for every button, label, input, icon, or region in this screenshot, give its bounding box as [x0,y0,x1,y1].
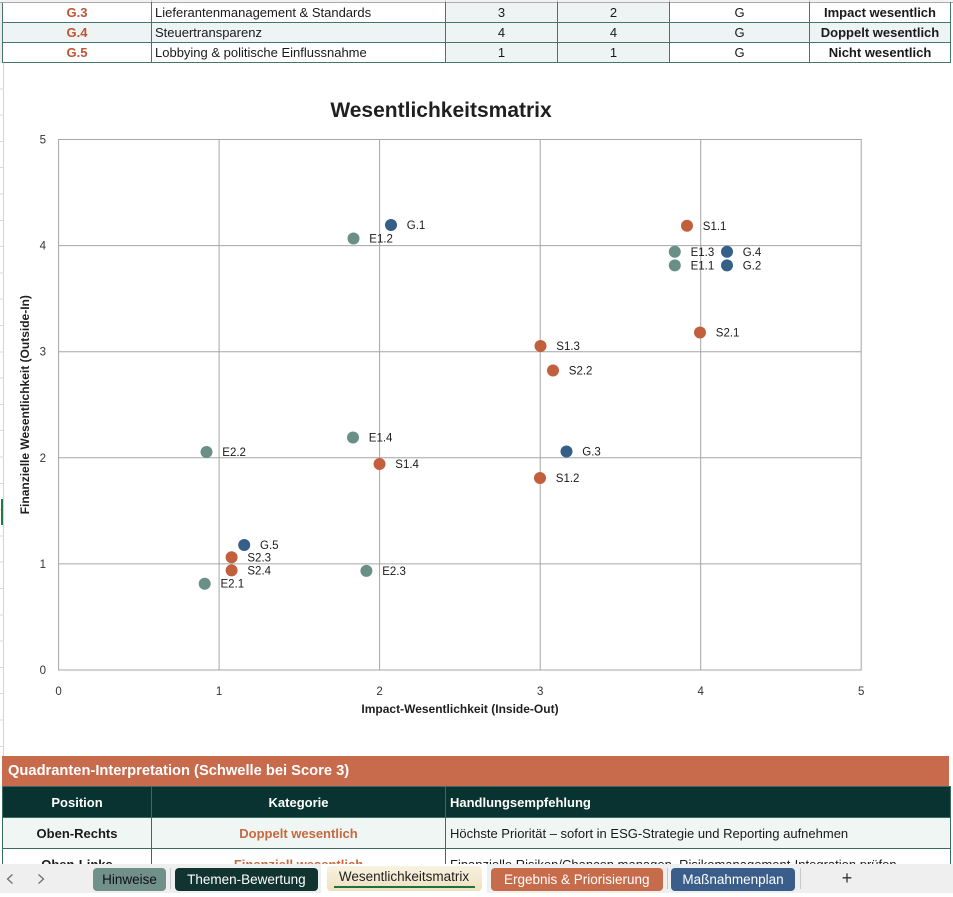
svg-text:Wesentlichkeitsmatrix: Wesentlichkeitsmatrix [330,99,552,122]
svg-text:G.4: G.4 [743,247,762,259]
svg-text:0: 0 [55,686,61,698]
svg-text:E1.3: E1.3 [691,247,715,259]
svg-text:3: 3 [40,347,46,359]
svg-text:E1.4: E1.4 [369,433,393,445]
svg-text:E2.1: E2.1 [221,579,245,591]
svg-text:E1.2: E1.2 [369,234,393,246]
svg-text:G.2: G.2 [743,260,762,272]
svg-text:1: 1 [40,559,46,571]
svg-text:E2.2: E2.2 [222,447,246,459]
svg-text:E2.3: E2.3 [382,566,406,578]
svg-text:1: 1 [216,686,222,698]
svg-text:5: 5 [40,135,46,147]
svg-text:E1.1: E1.1 [691,260,715,272]
svg-text:5: 5 [858,686,864,698]
svg-text:S1.3: S1.3 [556,341,580,353]
svg-text:4: 4 [697,686,704,698]
svg-text:S1.1: S1.1 [703,221,727,233]
svg-text:4: 4 [40,241,47,253]
svg-text:Impact-Wesentlichkeit (Inside-: Impact-Wesentlichkeit (Inside-Out) [361,702,558,716]
svg-text:2: 2 [376,686,382,698]
svg-text:S2.3: S2.3 [247,552,271,564]
svg-text:G.1: G.1 [407,220,426,232]
svg-text:2: 2 [40,453,46,465]
svg-text:0: 0 [40,665,46,677]
svg-text:S2.2: S2.2 [569,366,593,378]
svg-text:Finanzielle Wesentlichkeit (Ou: Finanzielle Wesentlichkeit (Outside-In) [18,295,32,514]
svg-text:3: 3 [537,686,543,698]
svg-text:G.3: G.3 [582,447,601,459]
svg-text:S2.1: S2.1 [716,328,740,340]
svg-text:S1.2: S1.2 [556,473,580,485]
svg-text:S2.4: S2.4 [247,565,271,577]
svg-text:G.5: G.5 [260,540,279,552]
svg-text:S1.4: S1.4 [395,459,419,471]
